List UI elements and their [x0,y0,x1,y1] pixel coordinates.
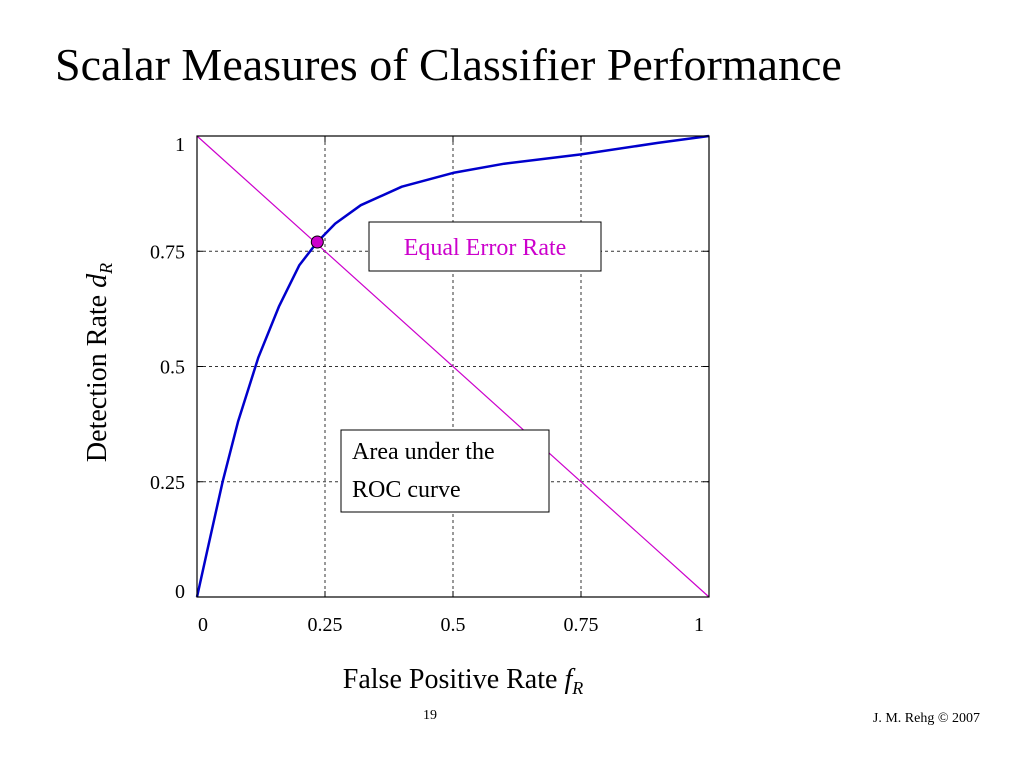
x-tick-label: 0.5 [441,614,466,636]
auc-box [340,429,550,513]
plot-frame [196,135,710,598]
equal-error-rate-box [368,221,602,272]
slide-number: 19 [423,708,437,723]
y-tick-label: 1 [175,134,185,156]
x-tick-label: 0.25 [308,614,343,636]
y-axis-label: Detection Rate dR [82,263,116,462]
y-tick-label: 0.25 [150,472,185,494]
slide-title: Scalar Measures of Classifier Performanc… [55,39,842,90]
x-axis-label: False Positive Rate fR [343,664,583,698]
y-tick-label: 0 [175,581,185,603]
equal-error-point [310,235,324,249]
footer-credit: J. M. Rehg © 2007 [872,711,980,726]
y-tick-label: 0.5 [160,357,185,379]
roc-curve [195,134,710,598]
equal-error-rate-label: Equal Error Rate [404,235,567,261]
x-tick-label: 0.75 [564,614,599,636]
y-tick-label: 0.75 [150,241,185,263]
auc-label-line: ROC curve [352,477,461,503]
auc-label-line: Area under the [352,439,495,465]
equal-error-diagonal [196,135,710,598]
x-tick-label: 0 [198,614,208,636]
x-tick-label: 1 [694,614,704,636]
